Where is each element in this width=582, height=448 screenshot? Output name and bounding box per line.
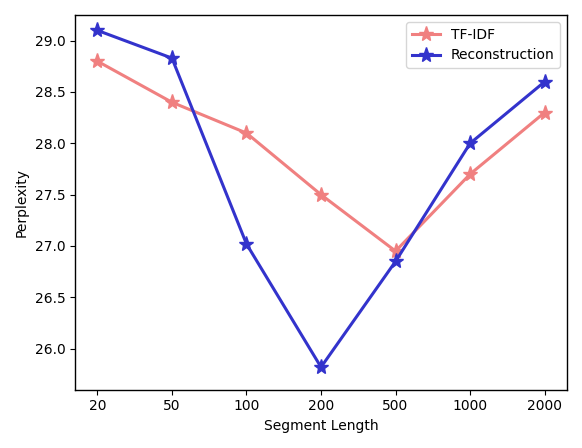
TF-IDF (392, 249, 399, 254)
Reconstruction (94, 28, 101, 33)
TF-IDF (243, 130, 250, 136)
TF-IDF (318, 192, 325, 198)
TF-IDF (467, 172, 474, 177)
Reconstruction (318, 365, 325, 370)
Line: TF-IDF: TF-IDF (90, 54, 552, 259)
Reconstruction (541, 79, 548, 84)
Reconstruction (168, 56, 175, 61)
Reconstruction (467, 141, 474, 146)
Reconstruction (392, 258, 399, 264)
TF-IDF (94, 59, 101, 64)
TF-IDF (541, 110, 548, 115)
Line: Reconstruction: Reconstruction (90, 23, 552, 375)
X-axis label: Segment Length: Segment Length (264, 419, 378, 433)
TF-IDF (168, 99, 175, 105)
Reconstruction (243, 241, 250, 247)
Legend: TF-IDF, Reconstruction: TF-IDF, Reconstruction (406, 22, 560, 68)
Y-axis label: Perplexity: Perplexity (15, 168, 29, 237)
